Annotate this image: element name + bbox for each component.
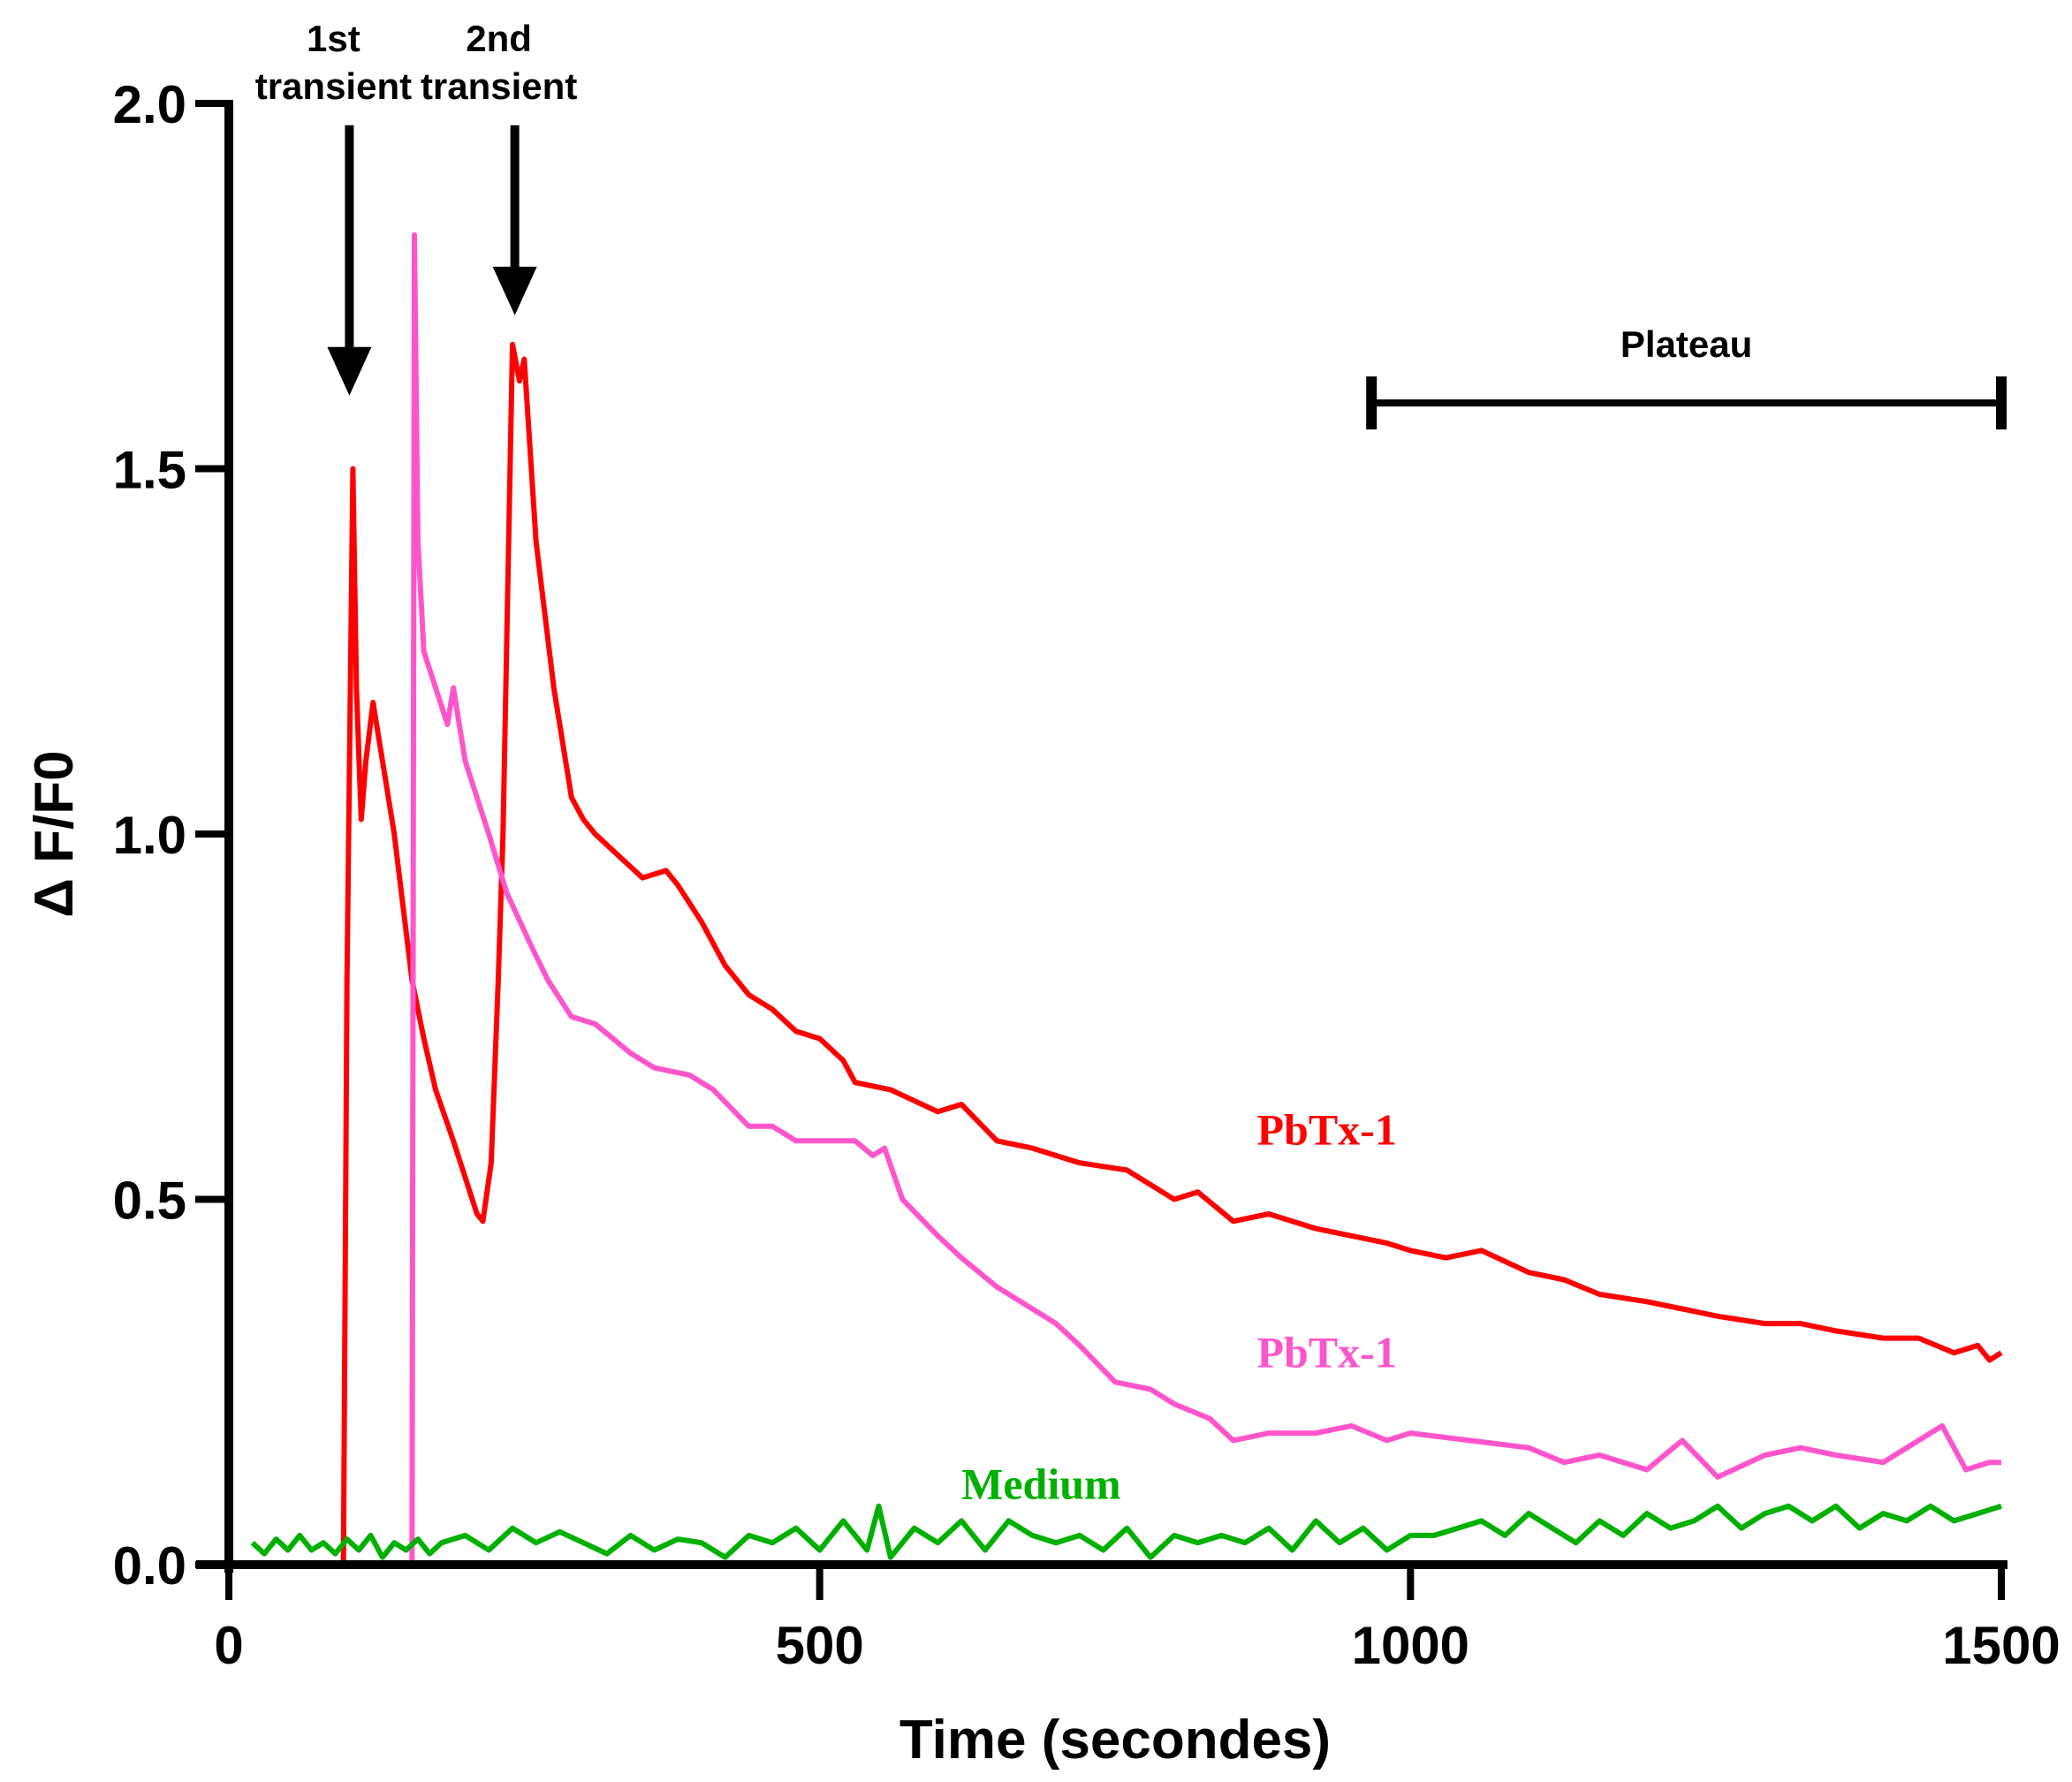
x-axis-title: Time (secondes) (899, 1710, 1331, 1771)
series-line-pbtx-1-1 (409, 231, 2001, 1566)
y-tick-label: 0.0 (113, 1536, 186, 1596)
y-tick-label: 2.0 (113, 75, 186, 134)
arrow1-arrowhead (327, 346, 372, 396)
x-tick-label: 1500 (1942, 1616, 2060, 1675)
arrow1-label-line2: transient (255, 65, 412, 107)
arrow2-label-line2: transient (421, 65, 577, 107)
y-tick-label: 1.5 (113, 441, 186, 500)
x-tick-label: 500 (776, 1616, 864, 1675)
x-tick-label: 1000 (1352, 1616, 1469, 1675)
series-line-pbtx-1-0 (340, 341, 2003, 1566)
series-label: PbTx-1 (1256, 1104, 1396, 1154)
y-axis-title: Δ F/F0 (24, 750, 85, 917)
arrow1-label-line1: 1st (307, 18, 361, 59)
series-label: Medium (961, 1460, 1121, 1509)
arrow2-label-line1: 2nd (466, 18, 532, 59)
y-tick-label: 1.0 (113, 806, 186, 865)
series-label: PbTx-1 (1256, 1328, 1396, 1377)
x-tick-label: 0 (214, 1616, 243, 1675)
series-line-medium-2 (250, 1503, 2002, 1560)
arrow2-arrowhead (492, 266, 537, 315)
y-tick-label: 0.5 (113, 1172, 186, 1231)
plateau-label: Plateau (1620, 323, 1752, 365)
